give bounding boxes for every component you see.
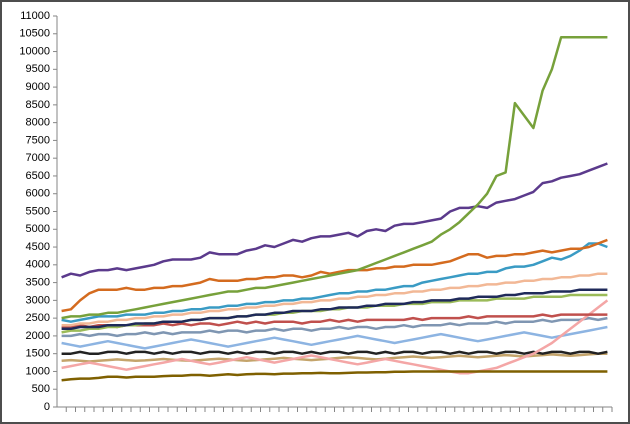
series-line: [61, 162, 608, 279]
series-line: [61, 238, 608, 313]
y-tick-label: 5500: [26, 205, 50, 217]
y-tick-label: 8000: [26, 117, 50, 129]
y-tick-label: 2500: [26, 312, 50, 324]
series-line: [61, 242, 608, 323]
y-tick-label: 10500: [19, 28, 50, 40]
y-tick-label: 9000: [26, 81, 50, 93]
y-tick-label: 7000: [26, 152, 50, 164]
y-tick-label: 1500: [26, 348, 50, 360]
y-tick-label: 4500: [26, 241, 50, 253]
y-tick-label: 11000: [20, 10, 50, 22]
y-tick-label: 3500: [26, 276, 50, 288]
series-line: [61, 299, 609, 375]
series-line: [61, 36, 608, 320]
y-tick-label: 9500: [26, 63, 50, 75]
series-line: [61, 350, 608, 355]
series-line: [61, 316, 608, 338]
y-tick-label: 500: [32, 383, 50, 395]
series-line: [61, 288, 608, 331]
y-tick-label: 4000: [26, 259, 50, 271]
series-line: [61, 370, 608, 382]
series-line: [61, 272, 608, 327]
y-tick-label: 8500: [26, 99, 50, 111]
y-tick-label: 0: [44, 401, 50, 413]
y-tick-label: 1000: [26, 365, 50, 377]
y-tick-label: 6000: [26, 188, 50, 200]
y-tick-label: 10000: [19, 45, 50, 57]
y-tick-label: 6500: [26, 170, 50, 182]
y-tick-label: 5000: [26, 223, 50, 235]
series-line: [61, 325, 608, 350]
y-tick-label: 2000: [26, 330, 50, 342]
series-line: [61, 352, 608, 363]
y-tick-label: 3000: [26, 294, 50, 306]
y-tick-label: 7500: [26, 134, 50, 146]
series-line: [61, 313, 608, 329]
